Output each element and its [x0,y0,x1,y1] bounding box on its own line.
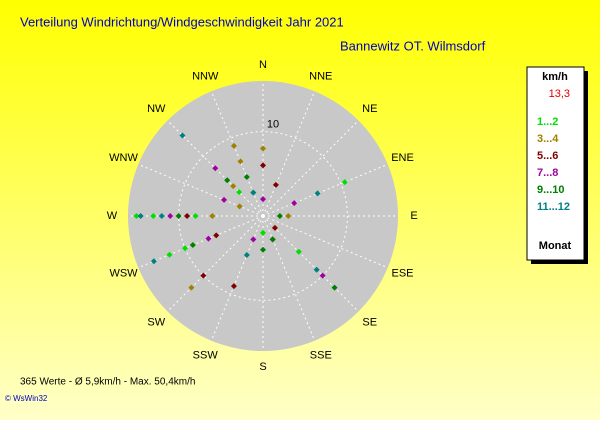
legend-title: km/h [542,71,568,83]
point [260,145,266,152]
legend-label: 5...6 [537,150,558,162]
point [230,142,237,149]
legend-label: 9...10 [537,184,565,196]
direction-label: WNW [109,152,138,164]
legend-label: 11...12 [537,201,570,213]
chart-title: Verteilung Windrichtung/Windgeschwindigk… [20,14,344,29]
direction-label: SSW [193,349,219,361]
point [237,158,244,165]
point [182,245,189,252]
r-tick-label: 10 [267,119,279,131]
point [200,272,207,279]
direction-label: NNE [309,70,332,82]
point [230,183,237,190]
point [260,229,266,236]
direction-label: SW [147,317,165,329]
point [250,236,257,243]
point [243,174,250,181]
point [269,236,276,243]
legend-label: 7...8 [537,167,558,179]
point [184,213,191,219]
point [272,181,279,188]
legend-label: 3...4 [537,133,559,145]
point [158,213,165,219]
point [236,189,243,196]
direction-label: SE [362,317,377,329]
point [236,203,243,210]
direction-label: N [259,59,267,71]
point [260,196,266,203]
point [285,213,292,219]
direction-label: NW [147,103,166,115]
point [331,284,338,291]
direction-label: ENE [391,152,414,164]
chart-subtitle: Bannewitz OT. Wilmsdorf [340,38,486,53]
point [133,213,140,219]
point [271,224,278,231]
point [166,251,173,258]
direction-label: SSE [310,349,332,361]
point [150,258,157,265]
point [250,189,257,196]
point [192,213,199,219]
point [276,213,283,219]
point [314,190,321,197]
point [319,272,326,279]
credit: © WsWin32 [5,394,48,403]
direction-label: ESE [391,268,413,280]
point [150,213,157,219]
point [243,251,250,258]
point [205,235,212,242]
point [175,213,182,219]
grid-circle [178,131,348,301]
point [189,242,196,249]
legend-value: 13,3 [549,88,570,100]
point [137,213,144,219]
legend-footer: Monat [539,240,572,252]
footer: 365 Werte - Ø 5,9km/h - Max. 50,4km/h [20,377,195,388]
direction-label: S [259,361,266,373]
point [213,232,220,239]
point [260,246,266,253]
legend-box [526,66,585,261]
legend-label: 1...2 [537,116,558,128]
direction-label: WSW [109,268,138,280]
direction-label: W [107,210,118,222]
direction-label: E [410,210,417,222]
point [212,165,219,172]
point [260,162,266,169]
point [291,200,298,207]
point [209,213,216,219]
point [224,177,231,184]
point [313,266,320,273]
point [295,248,302,255]
point [221,196,228,203]
point [230,283,237,290]
point [167,213,174,219]
point [188,284,195,291]
direction-label: NE [362,103,377,115]
point [179,132,186,139]
direction-label: NNW [192,70,219,82]
point [341,179,348,186]
